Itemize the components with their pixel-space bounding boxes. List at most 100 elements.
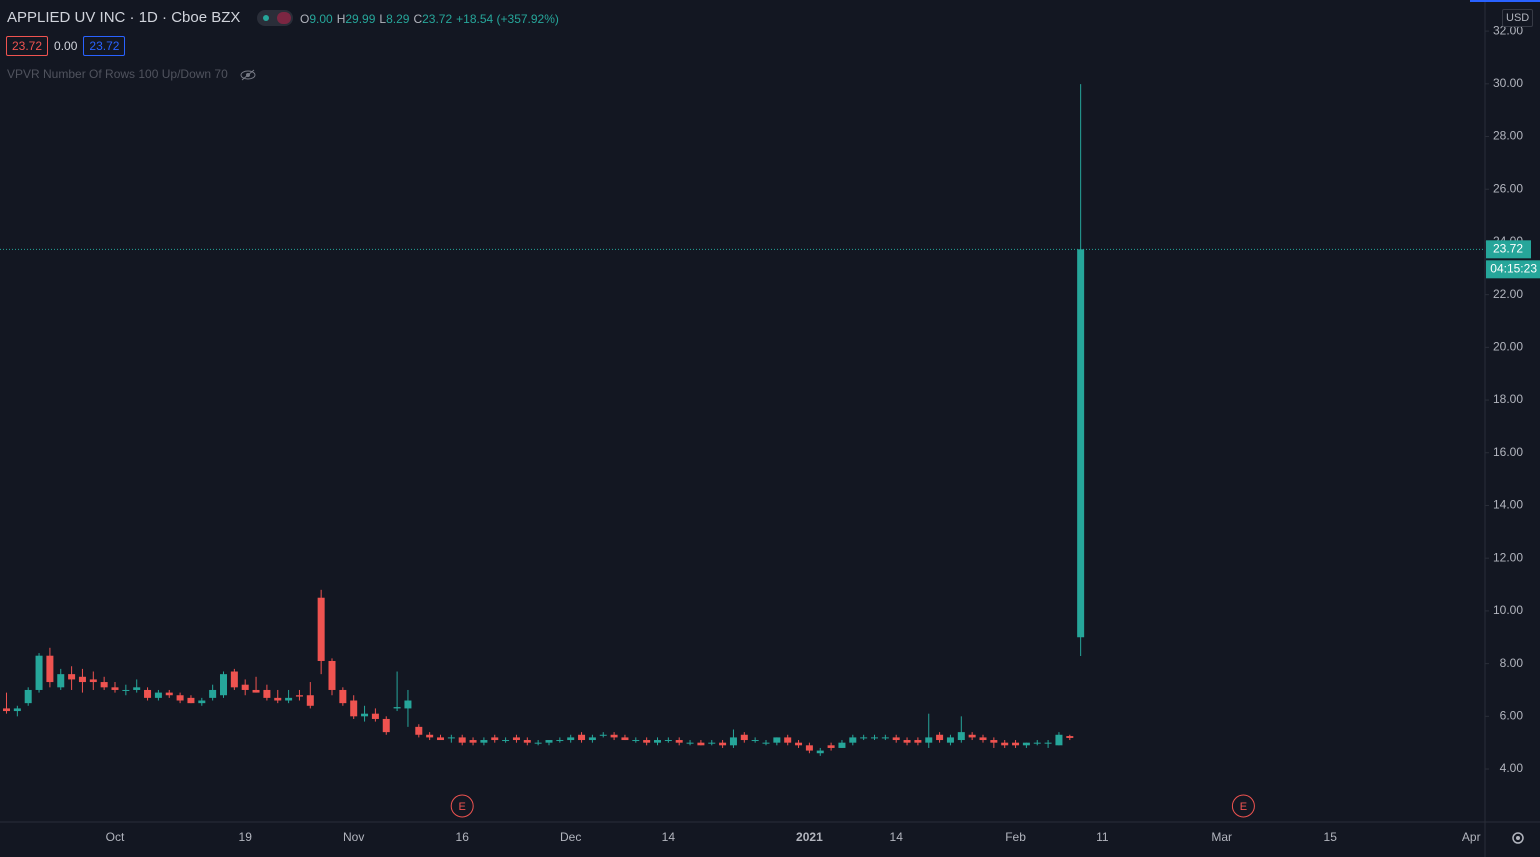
candle-body <box>230 671 238 688</box>
candle-body <box>263 689 271 698</box>
settings-icon[interactable] <box>1512 832 1524 844</box>
candle-body <box>773 737 781 743</box>
candle-body <box>339 689 347 704</box>
candle-body <box>643 740 651 743</box>
candle-body <box>881 737 889 739</box>
candle-body <box>100 682 108 688</box>
ohlc-value: 29.99 <box>345 12 376 26</box>
price-boxes: 23.72 0.00 23.72 <box>6 36 126 56</box>
candle-body <box>133 687 141 690</box>
x-tick-label: 14 <box>890 830 904 844</box>
ohlc-value: 23.72 <box>422 12 453 26</box>
y-tick-label: 6.00 <box>1500 708 1524 722</box>
candle-body <box>176 695 184 701</box>
candle-body <box>697 742 705 746</box>
last-price-label: 23.72 <box>1493 241 1523 255</box>
last-price-tag <box>1486 240 1531 259</box>
x-tick-label: Nov <box>343 830 364 844</box>
candle-body <box>1033 742 1041 744</box>
candle-body <box>426 734 434 738</box>
candle-body <box>599 734 607 736</box>
x-tick-label: Mar <box>1211 830 1232 844</box>
y-tick-label: 18.00 <box>1493 392 1523 406</box>
candle-body <box>762 742 770 744</box>
candle-body <box>534 742 542 744</box>
earnings-marker[interactable]: E <box>1231 794 1255 818</box>
candle-body <box>252 689 260 693</box>
x-tick-label: Feb <box>1005 830 1026 844</box>
y-tick-label: 16.00 <box>1493 445 1523 459</box>
ohlc-key: L <box>379 12 387 26</box>
x-tick-label: Dec <box>560 830 581 844</box>
candle-body <box>285 697 293 701</box>
y-tick-label: 8.00 <box>1500 656 1524 670</box>
candle-body <box>317 597 325 661</box>
candle-body <box>990 740 998 743</box>
y-tick-label: 22.00 <box>1493 287 1523 301</box>
x-tick-label: Oct <box>106 830 125 844</box>
candle-body <box>1055 734 1063 746</box>
candle-body <box>892 737 900 741</box>
candle-body <box>480 740 488 743</box>
candle-body <box>805 745 813 751</box>
candle-body <box>979 737 987 741</box>
candle-body <box>306 695 314 706</box>
x-tick-label: Apr <box>1462 830 1481 844</box>
y-tick-label: 14.00 <box>1493 498 1523 512</box>
y-tick-label: 26.00 <box>1493 181 1523 195</box>
candle-body <box>415 726 423 735</box>
candle-body <box>122 689 130 691</box>
candle-body <box>187 697 195 704</box>
earnings-circle <box>1231 794 1255 818</box>
candle-body <box>393 707 401 709</box>
candle-body <box>1012 742 1020 746</box>
header: APPLIED UV INC · 1D · Cboe BZX <box>7 9 293 27</box>
candle-body <box>502 740 510 742</box>
symbol-title: APPLIED UV INC · 1D · Cboe BZX <box>7 9 241 26</box>
candle-body <box>957 732 965 741</box>
ohlc-key: C <box>413 12 423 26</box>
candle-body <box>241 684 249 690</box>
candle-body <box>46 655 54 683</box>
y-tick-label: 10.00 <box>1493 603 1523 617</box>
candle-body <box>512 737 520 741</box>
candle-body <box>925 737 933 743</box>
candle-body <box>1022 742 1030 746</box>
candle-body <box>154 692 162 698</box>
candle-body <box>1077 249 1085 638</box>
countdown-tag <box>1486 260 1540 279</box>
candle-body <box>719 742 727 746</box>
candle-body <box>740 734 748 741</box>
indicator-label: VPVR Number Of Rows 100 Up/Down 70 <box>7 67 257 81</box>
toggle[interactable] <box>256 10 293 27</box>
hidden-eye-icon[interactable] <box>239 69 257 81</box>
ohlc-key: H <box>336 12 346 26</box>
y-tick-label: 20.00 <box>1493 340 1523 354</box>
candle-body <box>675 740 683 743</box>
change: +18.54 (+357.92%) <box>456 12 559 26</box>
ohlc-key: O <box>300 12 310 26</box>
earnings-marker[interactable]: E <box>450 794 474 818</box>
candle-body <box>654 740 661 743</box>
candle-body <box>849 737 857 743</box>
y-tick-label: 28.00 <box>1493 129 1523 143</box>
candle-body <box>35 655 43 690</box>
candle-body <box>144 689 152 698</box>
candle-body <box>827 745 835 748</box>
candle-body <box>198 700 206 704</box>
candle-body <box>621 737 629 741</box>
candle-body <box>946 737 954 743</box>
x-tick-label: 15 <box>1324 830 1338 844</box>
candle-body <box>795 742 803 746</box>
candle-body <box>588 737 596 741</box>
candle-body <box>784 737 792 743</box>
currency[interactable]: USD <box>1502 9 1534 27</box>
candle-body <box>914 740 922 743</box>
candle-body <box>220 674 227 696</box>
candle-body <box>13 708 21 712</box>
candle-body <box>567 737 575 741</box>
x-tick-label: 2021 <box>796 830 823 844</box>
candle-body <box>404 700 412 709</box>
